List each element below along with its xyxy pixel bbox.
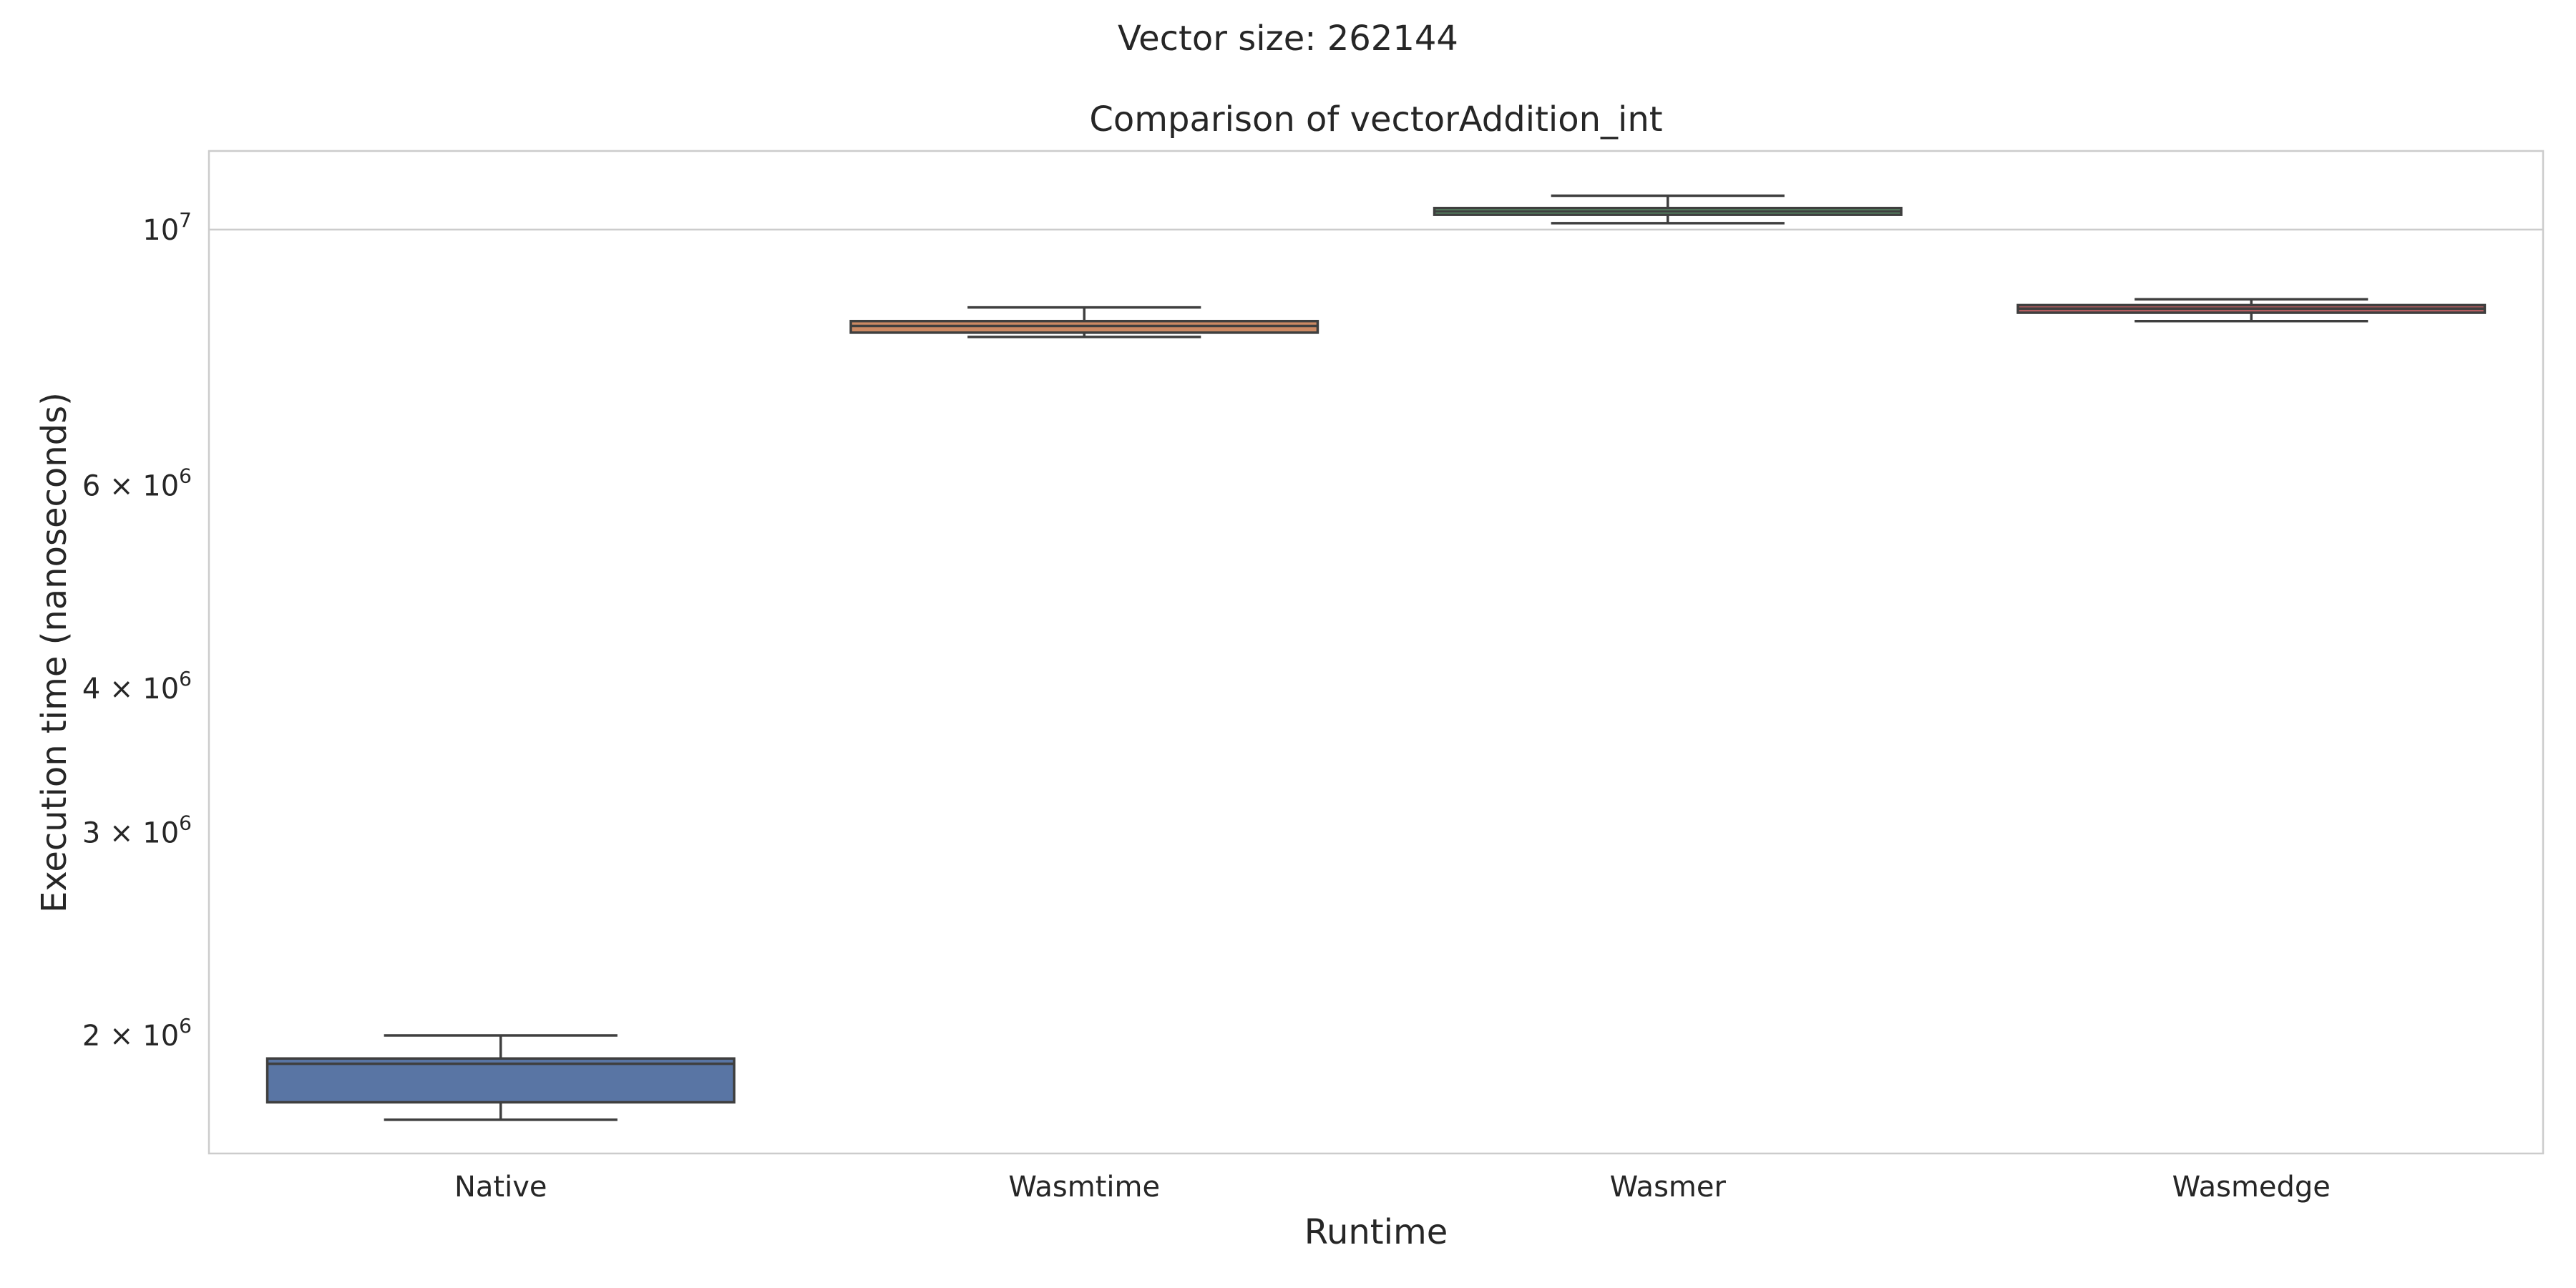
- x-tick-label: Wasmtime: [1008, 1171, 1160, 1204]
- box-native: [265, 1034, 736, 1121]
- box-wasmtime: [849, 306, 1319, 338]
- plot-frame: [208, 150, 2545, 1155]
- iqr-box: [265, 1057, 736, 1104]
- y-tick-label: 2 × 106: [82, 1014, 192, 1053]
- figure-suptitle: Vector size: 262144: [1118, 19, 1458, 59]
- box-wasmer: [1433, 194, 1903, 225]
- y-axis-ticks: 2 × 106 3 × 106 4 × 106 6 × 106 107: [82, 208, 192, 1053]
- y-tick-label: 3 × 106: [82, 811, 192, 849]
- x-axis-label: Runtime: [1304, 1212, 1448, 1252]
- y-tick-label: 107: [142, 208, 192, 247]
- chart-title: Comparison of vectorAddition_int: [1089, 99, 1662, 140]
- x-axis-ticks: Native Wasmtime Wasmer Wasmedge: [454, 1171, 2331, 1204]
- x-tick-label: Wasmedge: [2172, 1171, 2331, 1204]
- box-wasmedge: [2016, 298, 2487, 323]
- box-series: [265, 194, 2487, 1121]
- x-tick-label: Wasmer: [1610, 1171, 1727, 1204]
- x-tick-label: Native: [454, 1171, 547, 1204]
- y-tick-label: 6 × 106: [82, 464, 192, 502]
- y-axis-label: Execution time (nanoseconds): [34, 392, 74, 913]
- y-tick-label: 4 × 106: [82, 667, 192, 706]
